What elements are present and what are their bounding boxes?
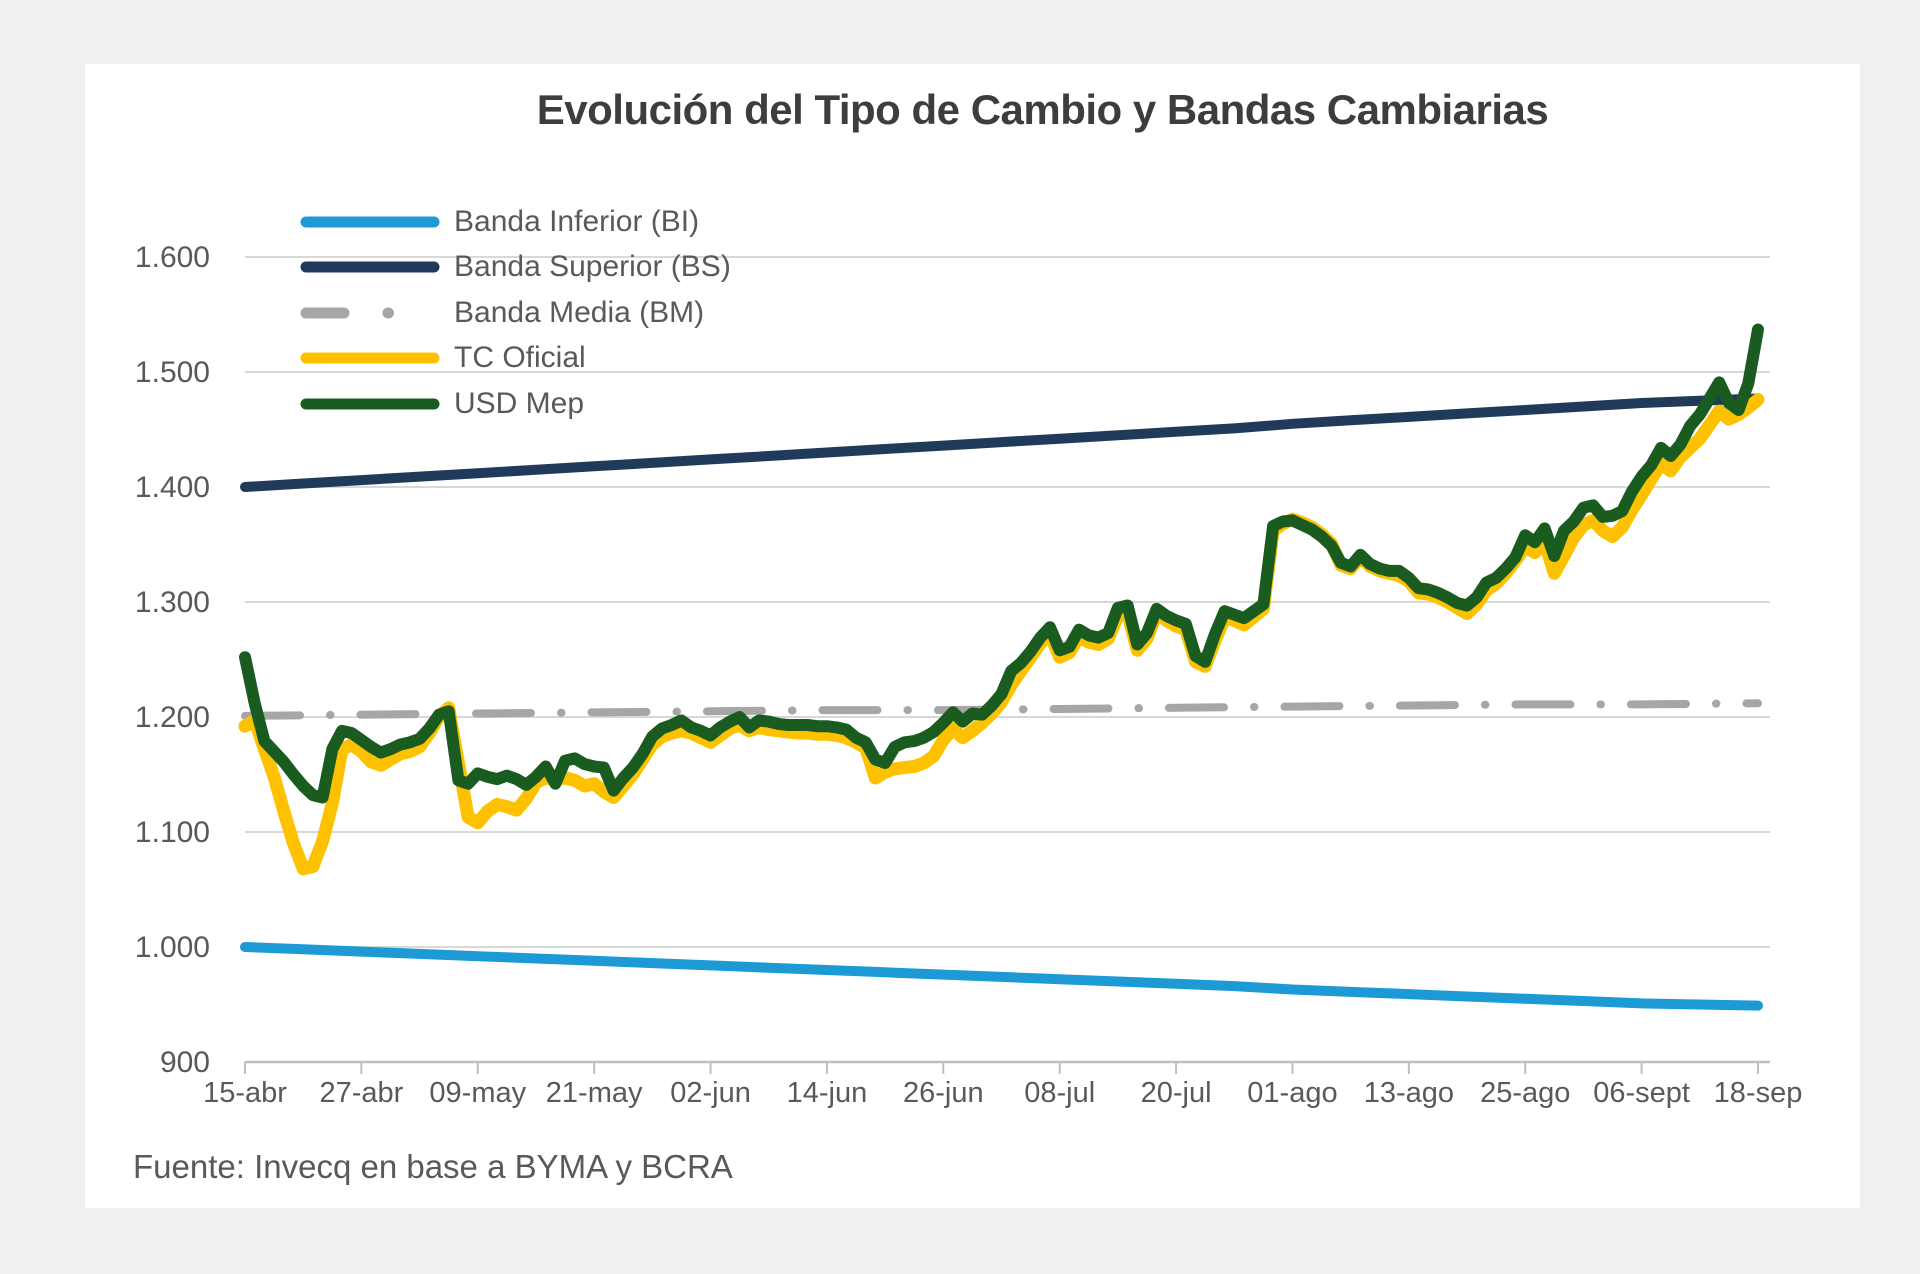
y-tick-label: 1.400 xyxy=(135,471,210,504)
series-line-usd-mep xyxy=(239,323,1764,804)
legend-swatch-tc-oficial xyxy=(300,352,440,364)
y-tick-label: 1.300 xyxy=(135,586,210,619)
chart-legend: Banda Inferior (BI) Banda Superior (BS) Ba… xyxy=(300,199,731,427)
series-line-banda-superior-bs- xyxy=(240,393,1763,492)
legend-item: TC Oficial xyxy=(300,336,731,382)
legend-label: TC Oficial xyxy=(454,341,586,375)
y-tick-label: 1.600 xyxy=(135,241,210,274)
legend-label: USD Mep xyxy=(454,386,585,420)
y-tick-label: 1.000 xyxy=(135,931,210,964)
legend-item: Banda Inferior (BI) xyxy=(300,199,731,245)
x-tick-label: 26-jun xyxy=(903,1077,984,1109)
line-chart-plot: 900 1.000 1.100 1.200 1.300 1.400 1.500 1.600 15… xyxy=(135,241,1803,1109)
x-tick-label: 14-jun xyxy=(787,1077,868,1109)
y-tick-label: 1.500 xyxy=(135,356,210,389)
legend-label: Banda Superior (BS) xyxy=(454,250,731,284)
chart-title: Evolución del Tipo de Cambio y Bandas Ca… xyxy=(536,86,1549,133)
x-tick-label: 21-may xyxy=(546,1077,643,1109)
source-note: Fuente: Invecq en base a BYMA y BCRA xyxy=(133,1148,733,1185)
x-tick-label: 18-sep xyxy=(1714,1077,1803,1109)
legend-swatch-banda-media-bm- xyxy=(300,307,440,319)
x-tick-label: 25-ago xyxy=(1480,1077,1570,1109)
legend-swatch-banda-superior-bs- xyxy=(300,261,440,273)
x-tick-label: 27-abr xyxy=(319,1077,403,1109)
legend-item: USD Mep xyxy=(300,381,731,427)
series-line-banda-media-bm- xyxy=(241,699,1762,720)
legend-swatch-banda-inferior-bi- xyxy=(300,216,440,228)
chart-card: Evolución del Tipo de Cambio y Bandas Ca… xyxy=(85,64,1860,1208)
x-tick-label: 15-abr xyxy=(203,1077,287,1109)
x-tick-label: 20-jul xyxy=(1141,1077,1212,1109)
legend-item: Banda Superior (BS) xyxy=(300,245,731,291)
x-tick-label: 08-jul xyxy=(1024,1077,1095,1109)
x-tick-label: 13-ago xyxy=(1364,1077,1454,1109)
y-tick-label: 900 xyxy=(160,1046,210,1079)
x-tick-label: 01-ago xyxy=(1247,1077,1337,1109)
y-tick-label: 1.100 xyxy=(135,816,210,849)
x-tick-label: 06-sept xyxy=(1593,1077,1690,1109)
legend-label: Banda Inferior (BI) xyxy=(454,204,700,238)
x-tick-label: 09-may xyxy=(429,1077,526,1109)
x-tick-label: 02-jun xyxy=(670,1077,751,1109)
y-tick-label: 1.200 xyxy=(135,701,210,734)
legend-swatch-usd-mep xyxy=(300,398,440,410)
legend-item: Banda Media (BM) xyxy=(300,290,731,336)
legend-label: Banda Media (BM) xyxy=(454,295,705,329)
series-line-banda-inferior-bi- xyxy=(240,942,1763,1011)
